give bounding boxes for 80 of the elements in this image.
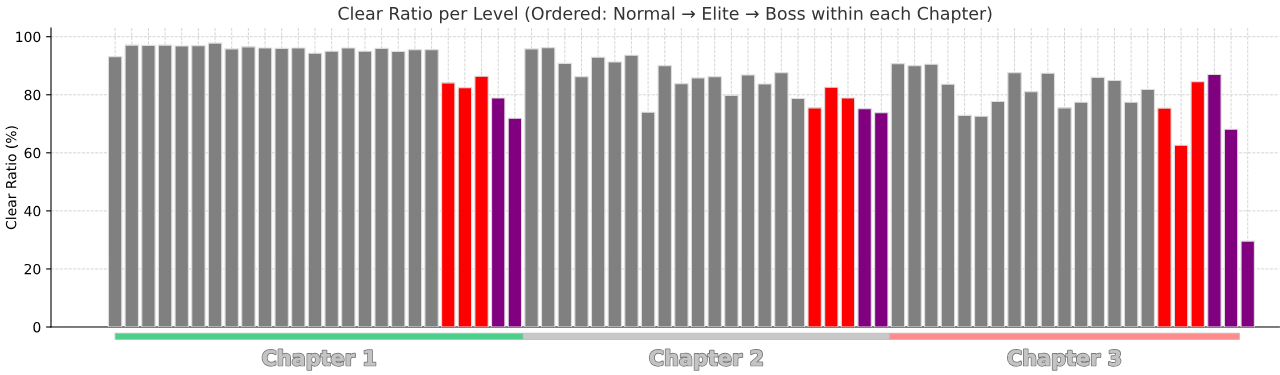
y-tick-label: 80 [24, 89, 41, 101]
bar [141, 44, 156, 327]
bar [690, 77, 706, 327]
bar [1240, 240, 1255, 327]
bar [1173, 144, 1189, 327]
bar [840, 97, 856, 327]
bar [1223, 128, 1239, 327]
bar [757, 83, 772, 327]
bar [824, 86, 839, 327]
bar [441, 82, 456, 327]
bar [657, 65, 672, 327]
bar [724, 94, 739, 327]
bar [474, 75, 489, 327]
bar [1123, 101, 1139, 327]
bar [924, 63, 939, 327]
bar [424, 49, 439, 327]
bar [341, 47, 356, 327]
bar [640, 111, 656, 327]
bar [507, 117, 523, 327]
bar [574, 76, 589, 327]
bar [1057, 107, 1072, 327]
bar [241, 46, 256, 327]
bar [1157, 107, 1172, 327]
bar [174, 45, 189, 327]
bar [457, 87, 473, 327]
bar [874, 112, 889, 327]
bar [590, 56, 606, 327]
bar [1090, 76, 1106, 327]
bar [1073, 101, 1089, 327]
bar [191, 45, 206, 327]
text: Chapter 1 [262, 349, 376, 370]
bar [857, 108, 872, 327]
text: Chapter 2 [649, 349, 763, 370]
y-tick-label: 0 [33, 321, 41, 333]
bar [624, 54, 639, 327]
bar [224, 48, 239, 327]
bar [990, 100, 1006, 327]
bar [374, 47, 389, 327]
bar [974, 115, 989, 327]
y-tick-label: 20 [24, 263, 41, 275]
bar [291, 47, 306, 327]
bar [674, 83, 689, 327]
text: Chapter 3 [1007, 349, 1121, 370]
bar [1107, 79, 1122, 327]
bar [1007, 72, 1022, 327]
bar [1190, 81, 1205, 327]
bar [490, 97, 506, 327]
bar [740, 74, 756, 327]
bar [391, 50, 406, 327]
bar [207, 42, 223, 327]
bar [107, 56, 123, 327]
bar [524, 48, 539, 327]
bar [407, 49, 423, 327]
y-axis-title: Clear Ratio (%) [5, 126, 19, 230]
bar [357, 50, 373, 327]
bar [1207, 73, 1222, 327]
bar [307, 52, 323, 327]
bar [124, 44, 139, 327]
y-tick-label: 40 [24, 205, 41, 217]
bar [274, 47, 289, 327]
bar [1040, 72, 1056, 327]
bar [540, 47, 556, 327]
bar [557, 62, 573, 327]
bar [774, 72, 789, 327]
bar [607, 61, 623, 327]
bar [790, 97, 806, 327]
bar [707, 76, 722, 327]
bar [324, 50, 339, 327]
bar [957, 114, 972, 327]
bar [940, 83, 956, 327]
bar [157, 44, 173, 327]
bar [1023, 91, 1039, 327]
bar [807, 107, 822, 327]
y-tick-label: 60 [24, 147, 41, 159]
bar [890, 63, 906, 327]
chart-title: Clear Ratio per Level (Ordered: Normal → Elite → Boss within each Chapter) [338, 6, 992, 24]
y-tick-label: 100 [16, 31, 41, 43]
bar [907, 65, 922, 327]
bar [257, 47, 273, 327]
bar [1140, 88, 1155, 327]
